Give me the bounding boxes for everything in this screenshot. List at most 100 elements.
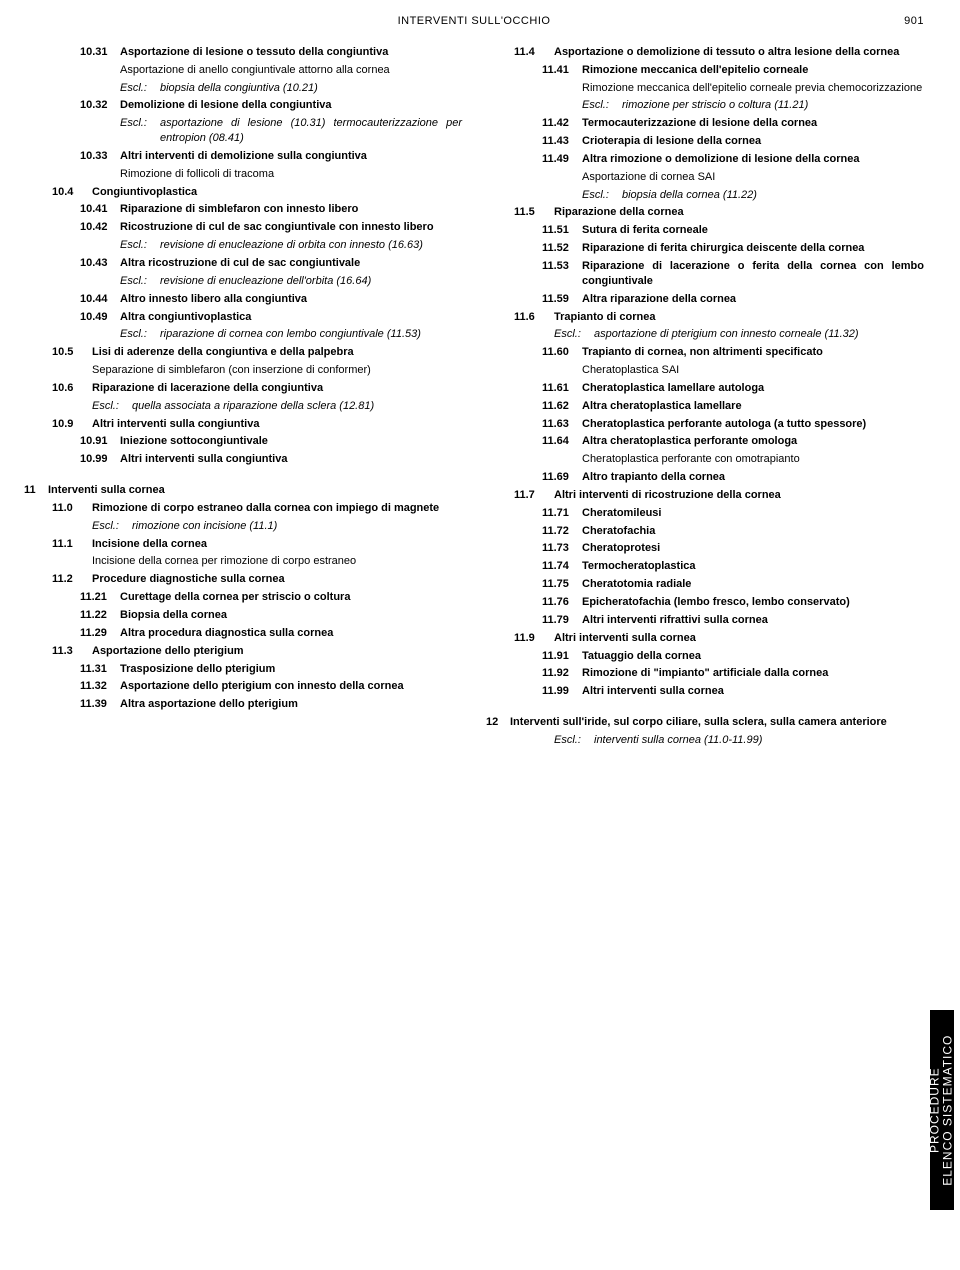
entry: 11.42Termocauterizzazione di lesione del… bbox=[542, 116, 924, 131]
escl-label: Escl.: bbox=[120, 274, 160, 289]
code: 11.91 bbox=[542, 649, 582, 664]
entry: 11.43Crioterapia di lesione della cornea bbox=[542, 134, 924, 149]
code: 11.4 bbox=[514, 45, 554, 60]
code: 10.41 bbox=[80, 202, 120, 217]
code: 11.73 bbox=[542, 541, 582, 556]
entry: Escl.:quella associata a riparazione del… bbox=[52, 399, 462, 414]
entry-text: Cheratotomia radiale bbox=[582, 577, 924, 592]
entry: 10.91Iniezione sottocongiuntivale bbox=[80, 434, 462, 449]
entry-text: Interventi sull'iride, sul corpo ciliare… bbox=[510, 715, 924, 730]
entry bbox=[24, 470, 462, 480]
code: 11.7 bbox=[514, 488, 554, 503]
code: 10.5 bbox=[52, 345, 92, 360]
entry-text: Cheratomileusi bbox=[582, 506, 924, 521]
entry-text: Demolizione di lesione della congiuntiva bbox=[120, 98, 462, 113]
code: 10.4 bbox=[52, 185, 92, 200]
escl-text: asportazione di pterigium con innesto co… bbox=[594, 327, 924, 342]
code: 11.6 bbox=[514, 310, 554, 325]
entry: Escl.:revisione di enucleazione di orbit… bbox=[80, 238, 462, 253]
entry-text: Altra procedura diagnostica sulla cornea bbox=[120, 626, 462, 641]
escl-label: Escl.: bbox=[554, 733, 594, 748]
entry: Cheratoplastica SAI bbox=[542, 363, 924, 378]
entry: 11.59Altra riparazione della cornea bbox=[542, 292, 924, 307]
entry: 11.29Altra procedura diagnostica sulla c… bbox=[80, 626, 462, 641]
code: 11.79 bbox=[542, 613, 582, 628]
entry-text: Altra asportazione dello pterigium bbox=[120, 697, 462, 712]
code: 11.74 bbox=[542, 559, 582, 574]
left-column: 10.31Asportazione di lesione o tessuto d… bbox=[24, 45, 462, 751]
entry-text: Rimozione di corpo estraneo dalla cornea… bbox=[92, 501, 462, 516]
entry: 11.74Termocheratoplastica bbox=[542, 559, 924, 574]
content-columns: 10.31Asportazione di lesione o tessuto d… bbox=[24, 45, 924, 751]
escl-text: quella associata a riparazione della scl… bbox=[132, 399, 462, 414]
entry-text: Altri interventi sulla cornea bbox=[582, 684, 924, 699]
code: 11.29 bbox=[80, 626, 120, 641]
code: 11.1 bbox=[52, 537, 92, 552]
code: 11.92 bbox=[542, 666, 582, 681]
entry-text: Altri interventi di ricostruzione della … bbox=[554, 488, 924, 503]
entry: 11.62Altra cheratoplastica lamellare bbox=[542, 399, 924, 414]
side-tab: PROCEDUREELENCO SISTEMATICO bbox=[930, 1010, 954, 1210]
escl-label: Escl.: bbox=[582, 188, 622, 203]
entry: 11.73Cheratoprotesi bbox=[542, 541, 924, 556]
entry-subtext: Incisione della cornea per rimozione di … bbox=[92, 554, 462, 569]
code: 10.31 bbox=[80, 45, 120, 60]
entry: Escl.:rimozione con incisione (11.1) bbox=[52, 519, 462, 534]
entry-text: Crioterapia di lesione della cornea bbox=[582, 134, 924, 149]
entry-text: Altra riparazione della cornea bbox=[582, 292, 924, 307]
code: 11.60 bbox=[542, 345, 582, 360]
code: 11.99 bbox=[542, 684, 582, 699]
escl-label: Escl.: bbox=[92, 399, 132, 414]
entry-text: Trasposizione dello pterigium bbox=[120, 662, 462, 677]
entry: 10.99Altri interventi sulla congiuntiva bbox=[80, 452, 462, 467]
entry-subtext: Rimozione di follicoli di tracoma bbox=[120, 167, 462, 182]
code: 11.59 bbox=[542, 292, 582, 307]
escl-label: Escl.: bbox=[554, 327, 594, 342]
code: 10.99 bbox=[80, 452, 120, 467]
code: 10.44 bbox=[80, 292, 120, 307]
code: 11.22 bbox=[80, 608, 120, 623]
entry-text: Tatuaggio della cornea bbox=[582, 649, 924, 664]
entry-text: Cheratoplastica lamellare autologa bbox=[582, 381, 924, 396]
entry-text: Altra cheratoplastica lamellare bbox=[582, 399, 924, 414]
entry: Asportazione di cornea SAI bbox=[542, 170, 924, 185]
entry-text: Rimozione meccanica dell'epitelio cornea… bbox=[582, 63, 924, 78]
entry: 11.3Asportazione dello pterigium bbox=[52, 644, 462, 659]
entry: 11.2Procedure diagnostiche sulla cornea bbox=[52, 572, 462, 587]
code: 11 bbox=[24, 483, 48, 498]
code: 12 bbox=[486, 715, 510, 730]
entry-text: Altra ricostruzione di cul de sac congiu… bbox=[120, 256, 462, 271]
entry: 10.44Altro innesto libero alla congiunti… bbox=[80, 292, 462, 307]
escl-label: Escl.: bbox=[120, 327, 160, 342]
entry-text: Cheratoprotesi bbox=[582, 541, 924, 556]
entry: 11.76Epicheratofachia (lembo fresco, lem… bbox=[542, 595, 924, 610]
entry-text: Altri interventi di demolizione sulla co… bbox=[120, 149, 462, 164]
escl-text: interventi sulla cornea (11.0-11.99) bbox=[594, 733, 924, 748]
entry: 11.9Altri interventi sulla cornea bbox=[514, 631, 924, 646]
escl-text: asportazione di lesione (10.31) termocau… bbox=[160, 116, 462, 146]
escl-text: revisione di enucleazione di orbita con … bbox=[160, 238, 462, 253]
code: 10.33 bbox=[80, 149, 120, 164]
entry-text: Asportazione dello pterigium con innesto… bbox=[120, 679, 462, 694]
code: 11.72 bbox=[542, 524, 582, 539]
code: 11.69 bbox=[542, 470, 582, 485]
code: 11.3 bbox=[52, 644, 92, 659]
code: 11.9 bbox=[514, 631, 554, 646]
entry: Escl.:biopsia della congiuntiva (10.21) bbox=[80, 81, 462, 96]
entry: 11.61Cheratoplastica lamellare autologa bbox=[542, 381, 924, 396]
code: 11.42 bbox=[542, 116, 582, 131]
entry: 11Interventi sulla cornea bbox=[24, 483, 462, 498]
entry: 10.43Altra ricostruzione di cul de sac c… bbox=[80, 256, 462, 271]
entry: 10.9Altri interventi sulla congiuntiva bbox=[52, 417, 462, 432]
entry: 11.21Curettage della cornea per striscio… bbox=[80, 590, 462, 605]
entry-text: Cheratofachia bbox=[582, 524, 924, 539]
entry: 11.79Altri interventi rifrattivi sulla c… bbox=[542, 613, 924, 628]
code: 11.51 bbox=[542, 223, 582, 238]
escl-label: Escl.: bbox=[582, 98, 622, 113]
entry: 11.5Riparazione della cornea bbox=[514, 205, 924, 220]
side-tab-text: PROCEDUREELENCO SISTEMATICO bbox=[929, 1034, 955, 1185]
entry-subtext: Cheratoplastica perforante con omotrapia… bbox=[582, 452, 924, 467]
entry-text: Lisi di aderenze della congiuntiva e del… bbox=[92, 345, 462, 360]
entry: Incisione della cornea per rimozione di … bbox=[52, 554, 462, 569]
code: 11.41 bbox=[542, 63, 582, 78]
